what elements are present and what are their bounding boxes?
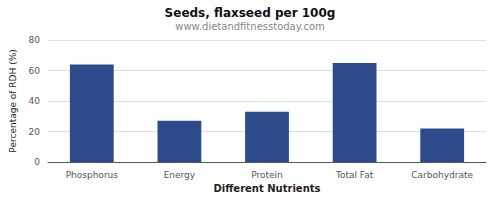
svg-text:80: 80 bbox=[29, 35, 41, 45]
svg-text:Total Fat: Total Fat bbox=[335, 170, 374, 180]
svg-text:Phosphorus: Phosphorus bbox=[66, 170, 119, 180]
svg-text:Protein: Protein bbox=[251, 170, 283, 180]
svg-text:60: 60 bbox=[29, 66, 41, 76]
svg-text:Different Nutrients: Different Nutrients bbox=[214, 183, 321, 194]
svg-text:Percentage of RDH (%): Percentage of RDH (%) bbox=[8, 49, 18, 152]
svg-text:Carbohydrate: Carbohydrate bbox=[411, 170, 473, 180]
svg-text:20: 20 bbox=[29, 127, 41, 137]
svg-text:www.dietandfitnesstoday.com: www.dietandfitnesstoday.com bbox=[175, 21, 324, 32]
svg-text:Energy: Energy bbox=[164, 170, 196, 180]
svg-text:40: 40 bbox=[29, 96, 41, 106]
svg-text:0: 0 bbox=[34, 157, 40, 167]
svg-text:Seeds, flaxseed per 100g: Seeds, flaxseed per 100g bbox=[165, 6, 336, 20]
